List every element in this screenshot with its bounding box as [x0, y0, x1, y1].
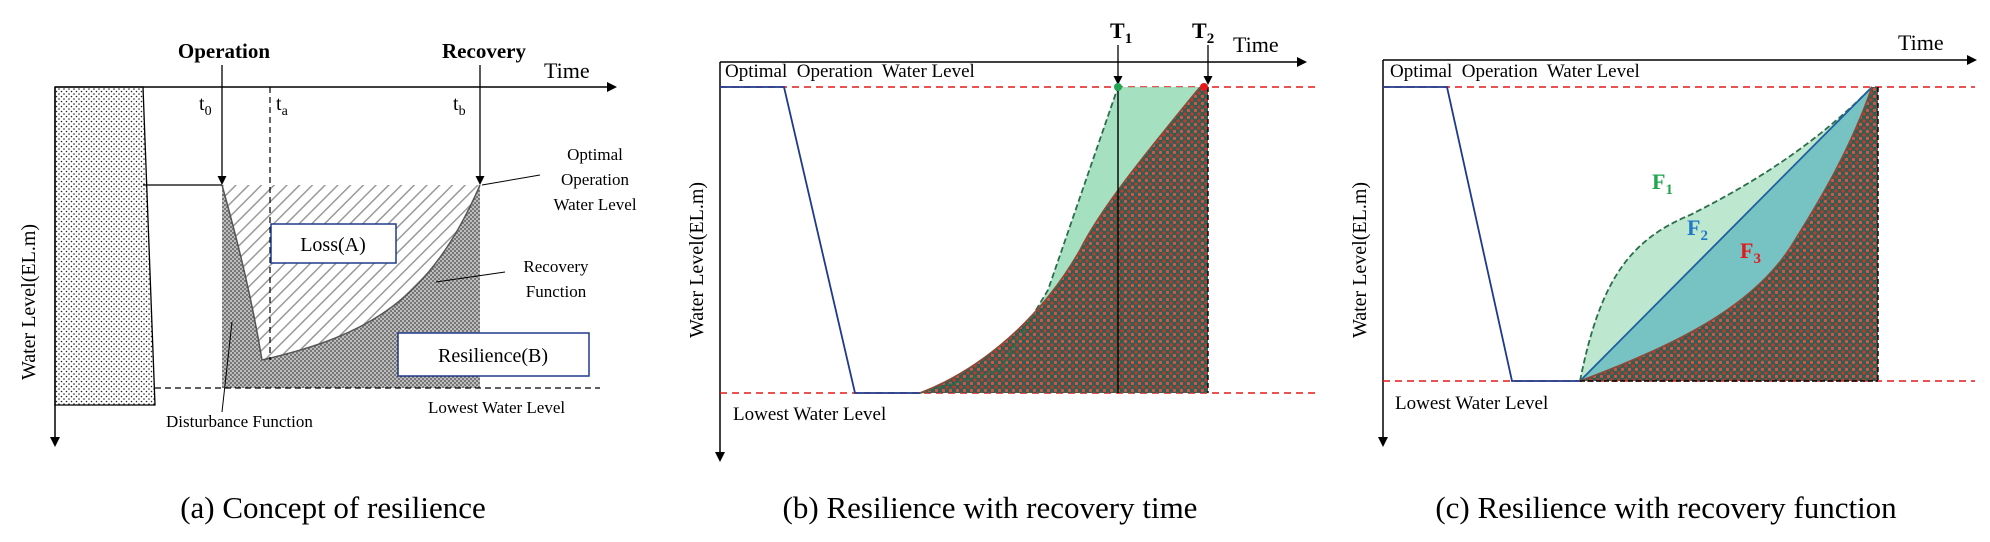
- t2-marker: [1200, 83, 1208, 91]
- ta-label: ta: [276, 93, 289, 119]
- f3-label: F3: [1740, 238, 1761, 267]
- f1-curve: [1579, 86, 1873, 382]
- disturbance-line: [720, 86, 920, 394]
- optimal-label: Optimal Operation Water Level: [1390, 61, 1640, 82]
- t2-curve: [919, 86, 1201, 394]
- f2-label: F2: [1687, 215, 1708, 244]
- recovery-fn-leader: [435, 271, 506, 283]
- f2-curve: [1579, 86, 1873, 382]
- y-axis-label: Water Level(EL.m): [686, 182, 708, 338]
- lowest-label: Lowest Water Level: [428, 398, 565, 417]
- lowest-label: Lowest Water Level: [733, 404, 886, 425]
- resilience-box: [397, 332, 590, 377]
- disturbance-leader: [221, 321, 233, 413]
- f3-region: [1580, 87, 1878, 381]
- header-operation: Operation: [178, 39, 270, 63]
- header-recovery: Recovery: [442, 39, 526, 63]
- caption-c: (c) Resilience with recovery function: [1435, 490, 1897, 525]
- disturbance-curve: [221, 184, 263, 361]
- f1-label: F1: [1652, 169, 1673, 198]
- recovery-fn-label-1: Recovery: [523, 257, 589, 276]
- y-axis-label: Water Level(EL.m): [1349, 182, 1371, 338]
- tb-label: tb: [453, 93, 466, 119]
- panel-c: Time Optimal Operation Water Level Lowes…: [1349, 30, 1977, 525]
- t1-marker: [1114, 83, 1122, 91]
- optimal-label-1: Optimal: [567, 145, 623, 164]
- initial-level-block: [54, 86, 156, 406]
- t1-label: T1: [1110, 18, 1132, 47]
- time-label: Time: [1898, 30, 1944, 55]
- loss-box: [270, 223, 397, 264]
- resilience-label: Resilience(B): [438, 345, 548, 367]
- lowest-label: Lowest Water Level: [1395, 393, 1548, 414]
- recovery-fn-label-2: Function: [526, 282, 587, 301]
- optimal-label-2: Operation: [561, 170, 629, 189]
- t1-curve: [919, 86, 1119, 394]
- panel-b: Time T1 T2 Optimal Operation Water Level…: [686, 18, 1318, 525]
- t2-region: [920, 87, 1208, 393]
- caption-b: (b) Resilience with recovery time: [783, 490, 1198, 525]
- t1-region: [920, 87, 1200, 393]
- panel-a: Operation Recovery Time t0 ta tb Optimal…: [18, 39, 637, 525]
- loss-label: Loss(A): [300, 234, 366, 256]
- t0-label: t0: [199, 93, 212, 119]
- time-label: Time: [1233, 32, 1279, 57]
- y-axis-label: Water Level(EL.m): [18, 224, 40, 380]
- optimal-label: Optimal Operation Water Level: [725, 61, 975, 82]
- recovery-curve: [261, 184, 481, 361]
- caption-a: (a) Concept of resilience: [180, 490, 486, 525]
- disturbance-label: Disturbance Function: [166, 412, 313, 431]
- f3-curve: [1579, 86, 1873, 382]
- disturbance-line: [1383, 86, 1580, 382]
- optimal-leader: [481, 174, 541, 186]
- t2-label: T2: [1192, 18, 1214, 47]
- time-label: Time: [544, 58, 590, 83]
- optimal-label-3: Water Level: [553, 195, 636, 214]
